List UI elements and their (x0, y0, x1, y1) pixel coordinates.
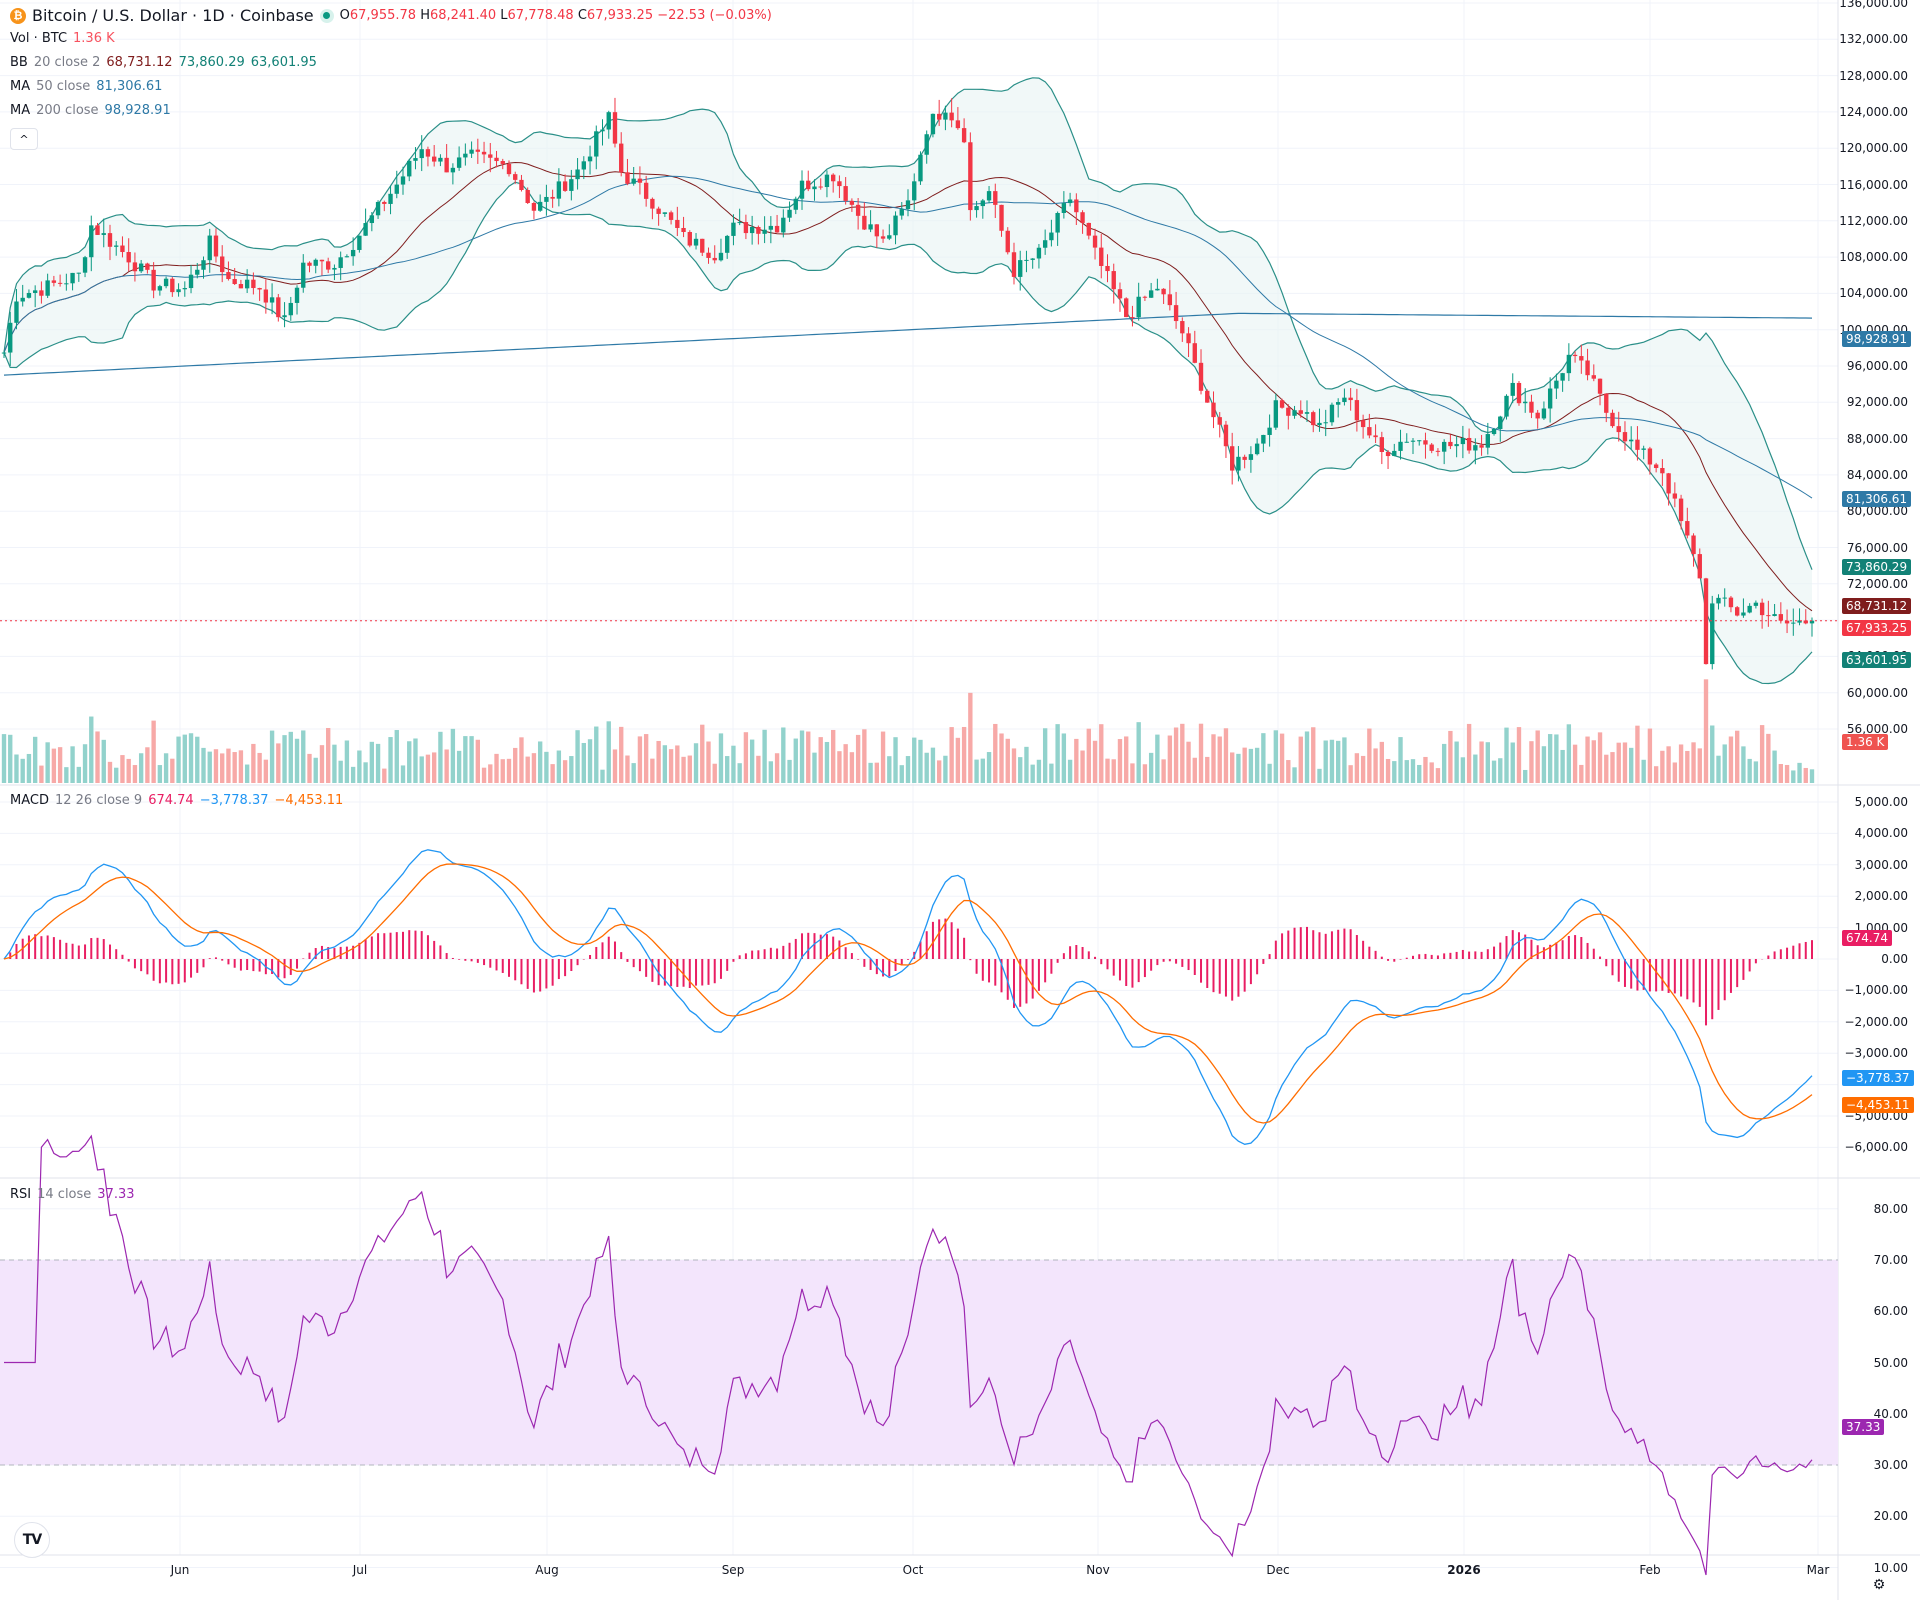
rsi-line (4, 1134, 1813, 1576)
macd-line (3, 849, 1813, 1145)
price-tag: 98,928.91 (1842, 331, 1912, 348)
price-axis-label: 72,000.00 (1846, 576, 1908, 591)
price-tag: 1.36 K (1842, 734, 1889, 750)
ohlc-values: O67,955.78 H68,241.40 L67,778.48 C67,933… (339, 8, 772, 23)
price-axis-label: 80,000.00 (1846, 504, 1908, 519)
tradingview-logo[interactable]: TV (14, 1522, 50, 1558)
price-axis-label: 104,000.00 (1839, 286, 1908, 301)
bitcoin-icon: ₿ (10, 7, 26, 24)
chevron-up-icon: ^ (19, 132, 29, 146)
market-open-dot-icon (319, 8, 334, 23)
price-axis-label: 88,000.00 (1846, 431, 1908, 446)
price-axis-label: 120,000.00 (1839, 141, 1908, 156)
price-axis-label: 108,000.00 (1839, 250, 1908, 265)
rsi-axis-label: 20.00 (1873, 1509, 1908, 1524)
price-axis-label: 96,000.00 (1846, 359, 1908, 373)
macd-axis-label: −1,000.00 (1844, 983, 1909, 998)
collapse-legend-button[interactable]: ^ (10, 128, 38, 150)
rsi-axis-label: 80.00 (1873, 1201, 1908, 1216)
price-axis-label: 116,000.00 (1839, 177, 1908, 192)
rsi-tag: 37.33 (1842, 1419, 1885, 1436)
rsi-axis-label: 40.00 (1873, 1406, 1908, 1421)
rsi-axis-label: 50.00 (1873, 1355, 1908, 1370)
price-tag: 67,933.25 (1842, 619, 1912, 636)
time-axis-label: Feb (1639, 1563, 1661, 1577)
price-tag: 73,860.29 (1842, 558, 1912, 575)
bb-upper (3, 77, 1813, 570)
ma200-line (3, 312, 1813, 376)
price-axis-label: 124,000.00 (1839, 104, 1908, 119)
time-axis-label: Nov (1086, 1563, 1110, 1577)
price-tag: 63,601.95 (1842, 652, 1912, 668)
symbol-title: Bitcoin / U.S. Dollar · 1D · Coinbase (32, 6, 314, 25)
macd-axis-label: 4,000.00 (1854, 826, 1908, 841)
rsi-axis-label: 70.00 (1873, 1253, 1908, 1267)
price-tag: 81,306.61 (1842, 491, 1912, 508)
chart-settings-icon[interactable]: ⚙ (1872, 1577, 1886, 1593)
rsi-axis-label: 30.00 (1873, 1458, 1908, 1472)
macd-axis-label: 5,000.00 (1854, 795, 1908, 809)
macd-axis-label: −3,000.00 (1844, 1046, 1909, 1061)
price-axis-label: 56,000.00 (1846, 722, 1908, 736)
price-axis-label: 92,000.00 (1846, 395, 1908, 410)
price-axis-label: 112,000.00 (1839, 213, 1908, 228)
macd-tag: 674.74 (1842, 929, 1892, 946)
bb-lower (3, 181, 1813, 685)
macd-axis-label: −2,000.00 (1844, 1014, 1909, 1029)
macd-legend[interactable]: MACD 12 26 close 9 674.74 −3,778.37 −4,4… (10, 793, 344, 808)
signal-line (3, 863, 1813, 1124)
macd-tag: −4,453.11 (1842, 1096, 1914, 1113)
time-axis-label: Aug (535, 1563, 559, 1577)
price-tag: 68,731.12 (1842, 598, 1912, 615)
volume-legend[interactable]: Vol · BTC 1.36 K (10, 31, 115, 46)
rsi-axis-label: 60.00 (1873, 1304, 1908, 1319)
time-axis-label: Oct (902, 1563, 924, 1577)
price-axis-label: 132,000.00 (1839, 32, 1908, 47)
macd-axis-label: 3,000.00 (1854, 857, 1908, 872)
time-axis-label: 2026 (1447, 1563, 1481, 1577)
ma200-legend[interactable]: MA 200 close 98,928.91 (10, 103, 171, 118)
macd-axis-label: 0.00 (1881, 952, 1908, 966)
price-axis-label: 76,000.00 (1846, 540, 1908, 555)
price-axis-label: 128,000.00 (1839, 68, 1908, 83)
macd-tag: −3,778.37 (1842, 1069, 1914, 1086)
rsi-band (0, 1260, 1838, 1465)
time-axis-label: Jun (170, 1563, 190, 1577)
price-axis-label: 60,000.00 (1846, 685, 1908, 700)
time-axis-label: Jul (352, 1563, 368, 1577)
macd-axis-label: −6,000.00 (1844, 1140, 1909, 1155)
ma50-legend[interactable]: MA 50 close 81,306.61 (10, 79, 163, 94)
time-axis-label: Dec (1266, 1563, 1290, 1577)
candles (1, 97, 1815, 670)
rsi-axis-label: 10.00 (1873, 1560, 1908, 1575)
bb-fill (4, 77, 1812, 684)
time-axis-label: Mar (1806, 1563, 1830, 1577)
time-axis-label: Sep (721, 1563, 745, 1577)
volume-bars (1, 679, 1815, 783)
symbol-legend[interactable]: ₿ Bitcoin / U.S. Dollar · 1D · Coinbase … (10, 6, 772, 25)
rsi-legend[interactable]: RSI 14 close 37.33 (10, 1187, 135, 1202)
macd-histogram (9, 918, 1813, 1026)
price-axis-label: 136,000.00 (1839, 0, 1908, 10)
bb-legend[interactable]: BB 20 close 2 68,731.12 73,860.29 63,601… (10, 55, 317, 70)
macd-axis-label: 2,000.00 (1854, 889, 1908, 904)
price-axis-label: 84,000.00 (1846, 467, 1908, 482)
